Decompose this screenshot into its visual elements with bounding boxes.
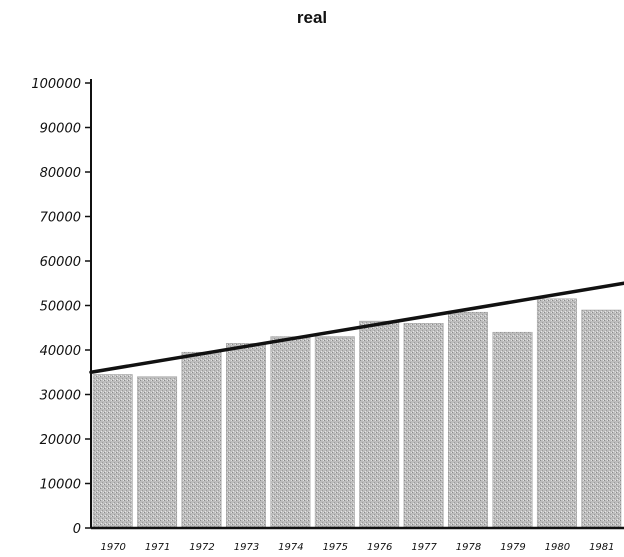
x-tick-label: 1974 xyxy=(278,542,303,553)
bar-1975 xyxy=(314,336,355,529)
x-ticks-layer: 1970 1971 1972 1973 1974 1975 1976 1977 1978 1979… xyxy=(100,542,614,553)
y-tick-label: 0 xyxy=(73,522,81,537)
x-tick-label: 1979 xyxy=(500,542,525,553)
bar-1980 xyxy=(536,298,577,529)
bar-1976 xyxy=(359,320,400,529)
y-tick-label: 70000 xyxy=(40,211,81,226)
axes-layer xyxy=(90,79,624,530)
trend-layer xyxy=(89,281,624,374)
y-ticks-layer: 1000009000080000700006000050000400003000… xyxy=(31,77,91,537)
y-tick-label: 90000 xyxy=(40,122,81,137)
bar-1977 xyxy=(403,323,444,529)
y-tick-label: 80000 xyxy=(40,166,81,181)
x-tick-label: 1976 xyxy=(367,542,392,553)
bar-1974 xyxy=(270,336,311,529)
y-tick-label: 10000 xyxy=(40,478,81,493)
x-tick-label: 1970 xyxy=(100,542,125,553)
y-tick-label: 40000 xyxy=(40,344,81,359)
trend-line xyxy=(89,281,624,374)
x-tick-label: 1971 xyxy=(145,542,170,553)
y-tick-label: 20000 xyxy=(40,433,81,448)
x-tick-label: 1981 xyxy=(589,542,614,553)
x-tick-label: 1973 xyxy=(234,542,259,553)
bar-1981 xyxy=(581,309,622,529)
x-tick-label: 1980 xyxy=(545,542,570,553)
y-tick-label: 30000 xyxy=(40,389,81,404)
x-tick-label: 1972 xyxy=(189,542,214,553)
x-tick-label: 1977 xyxy=(411,542,437,553)
bars-layer xyxy=(92,298,622,529)
x-tick-label: 1978 xyxy=(456,542,481,553)
bar-1971 xyxy=(137,376,178,529)
y-tick-label: 50000 xyxy=(40,300,81,315)
bar-1979 xyxy=(492,331,533,529)
bar-1978 xyxy=(448,311,488,529)
bar-1970 xyxy=(92,374,133,529)
y-tick-label: 100000 xyxy=(31,77,81,92)
y-tick-label: 60000 xyxy=(40,255,81,270)
bar-1972 xyxy=(181,351,222,529)
x-tick-label: 1975 xyxy=(323,542,348,553)
chart-title: real xyxy=(296,8,328,27)
bar-1973 xyxy=(226,343,266,529)
